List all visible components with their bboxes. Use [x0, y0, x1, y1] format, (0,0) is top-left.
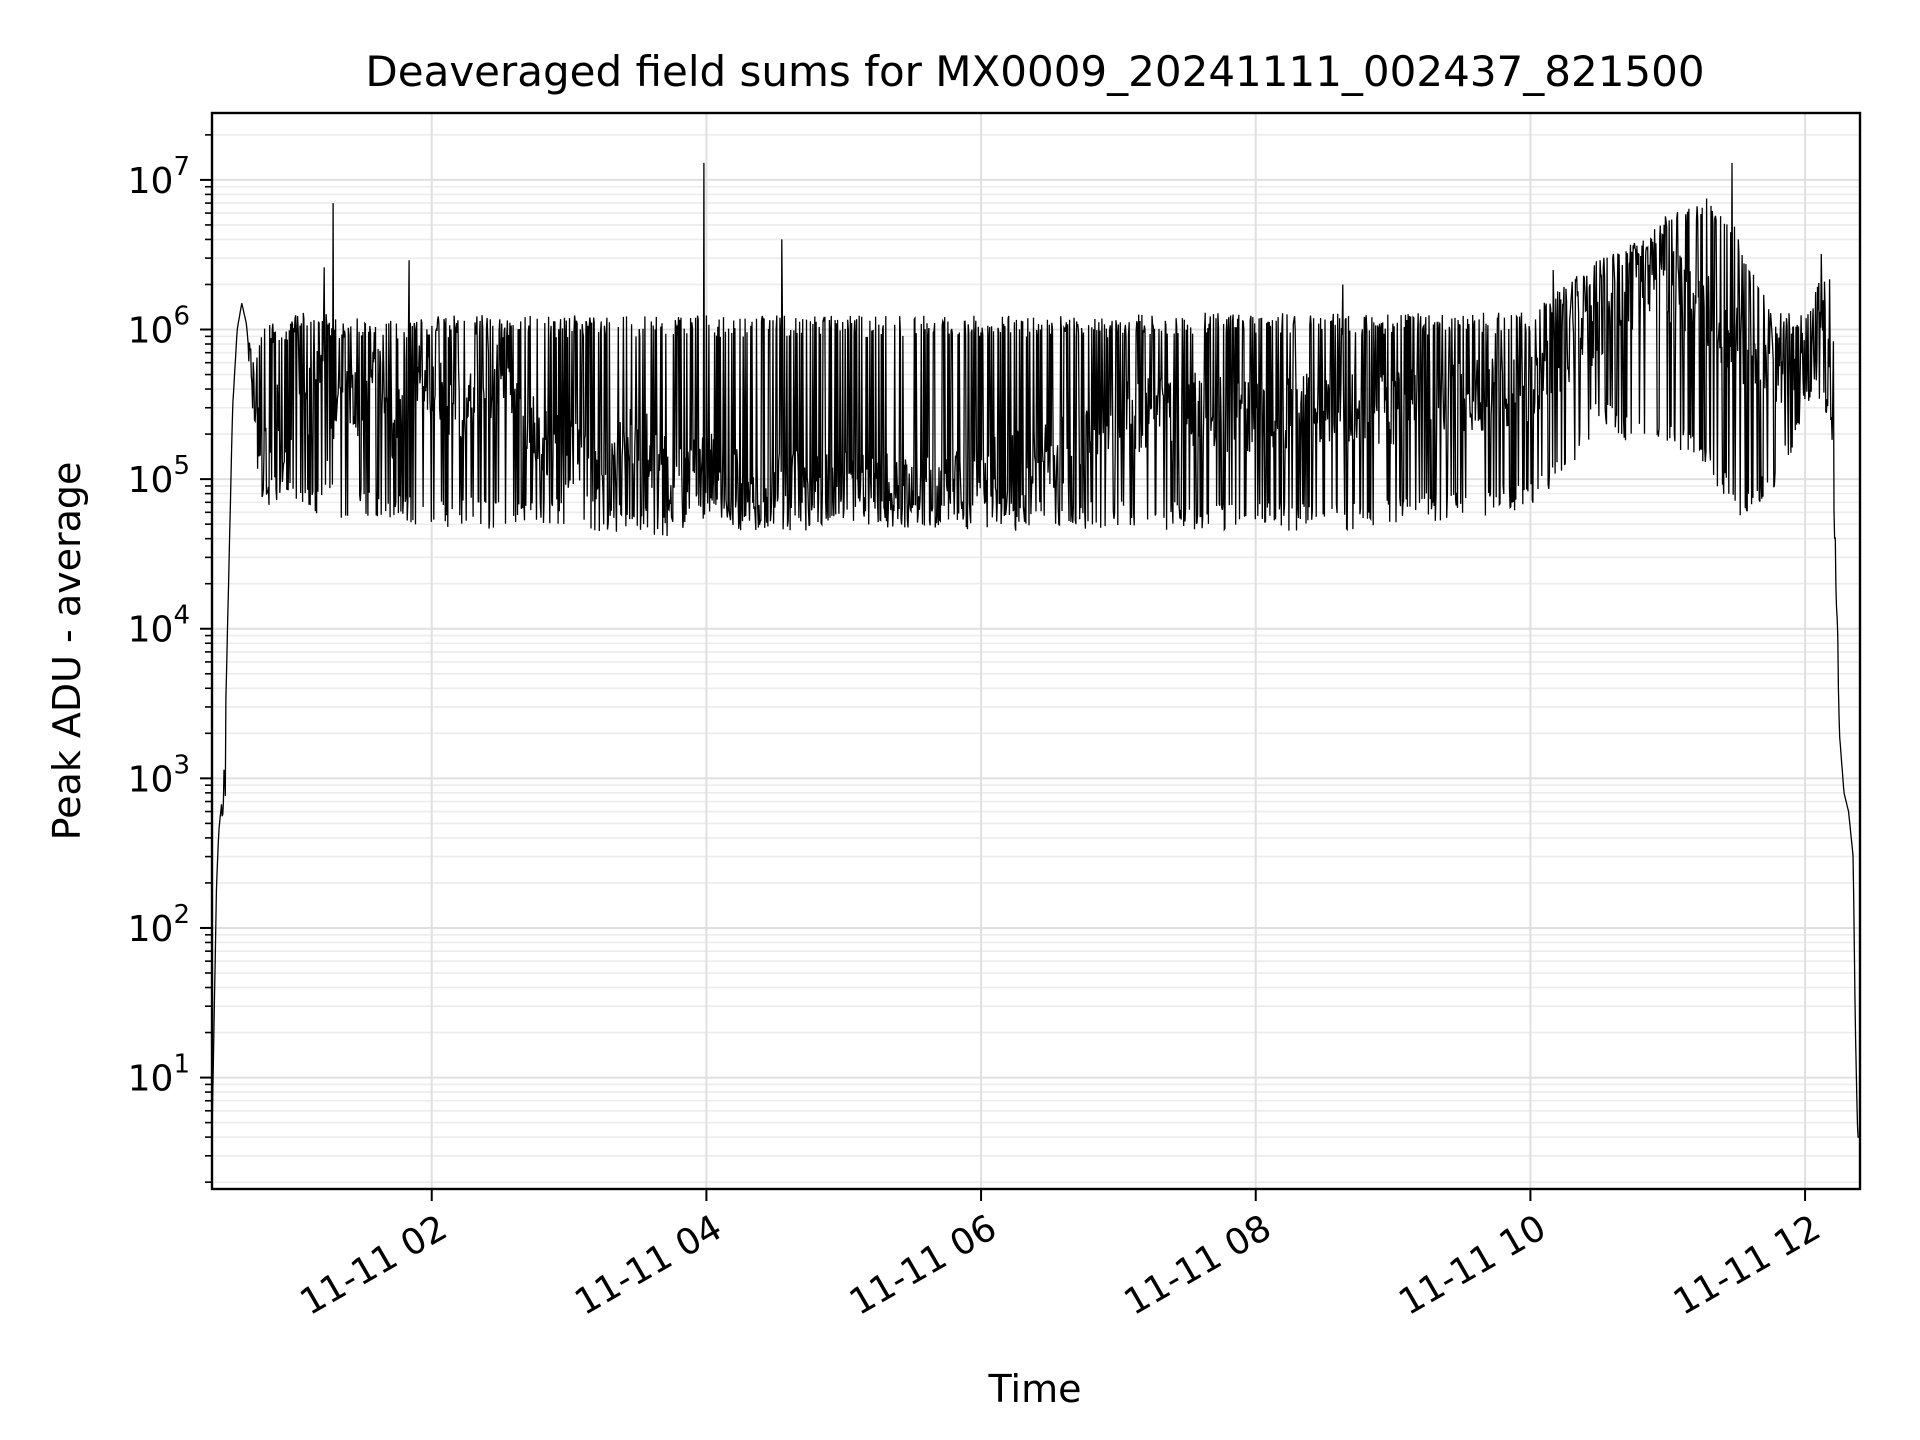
chart-title: Deaveraged field sums for MX0009_2024111… [365, 47, 1704, 96]
y-tick-label: 107 [128, 152, 190, 202]
y-tick-exponent: 1 [173, 1050, 190, 1080]
y-tick-exponent: 3 [173, 750, 190, 780]
y-tick-exponent: 2 [173, 900, 190, 930]
y-tick-exponent: 7 [173, 152, 190, 182]
x-axis-label: Time [988, 1367, 1082, 1411]
y-tick-label: 104 [128, 601, 190, 651]
y-tick-base: 10 [128, 1059, 174, 1100]
y-tick-base: 10 [128, 460, 174, 501]
y-axis-label: Peak ADU - average [45, 462, 89, 841]
grid-lines [212, 113, 1860, 1189]
series-line [211, 162, 1860, 1138]
y-tick-label: 103 [128, 750, 190, 800]
y-tick-exponent: 4 [173, 601, 190, 631]
y-tick-base: 10 [128, 759, 174, 800]
y-tick-base: 10 [128, 909, 174, 950]
y-tick-exponent: 6 [173, 302, 190, 332]
data-series-line [211, 162, 1860, 1138]
y-tick-base: 10 [128, 161, 174, 202]
plot-frame [210, 111, 1862, 1191]
y-tick-exponent: 5 [173, 451, 190, 481]
y-tick-label: 105 [128, 451, 190, 501]
y-tick-label: 101 [128, 1050, 190, 1100]
y-tick-label: 106 [128, 302, 190, 352]
y-tick-label: 102 [128, 900, 190, 950]
y-tick-base: 10 [128, 311, 174, 352]
y-tick-base: 10 [128, 610, 174, 651]
